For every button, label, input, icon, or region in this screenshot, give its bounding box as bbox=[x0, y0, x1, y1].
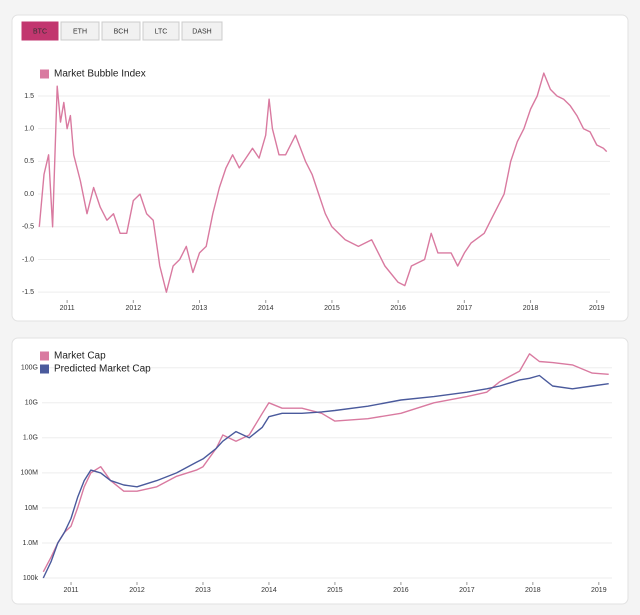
x-tick-label: 2017 bbox=[459, 587, 475, 594]
y-tick-label: 10G bbox=[25, 400, 38, 407]
legend-swatch bbox=[40, 364, 49, 374]
tab[interactable] bbox=[142, 21, 180, 41]
x-tick-label: 2011 bbox=[63, 587, 78, 594]
tab[interactable] bbox=[101, 21, 141, 41]
tab-label[interactable]: BTC bbox=[33, 28, 47, 35]
line-series bbox=[42, 374, 609, 579]
y-tick-label: -1.5 bbox=[22, 289, 34, 296]
legend-label: Market Cap bbox=[54, 351, 106, 362]
x-tick-label: 2015 bbox=[327, 587, 343, 594]
legend-label: Predicted Market Cap bbox=[54, 364, 151, 375]
x-tick-label: 2015 bbox=[324, 305, 340, 312]
x-tick-label: 2016 bbox=[393, 587, 409, 594]
tab-label[interactable]: ETH bbox=[73, 28, 87, 35]
tab-label[interactable]: LTC bbox=[155, 28, 168, 35]
tab[interactable] bbox=[181, 21, 223, 41]
x-tick-label: 2019 bbox=[589, 305, 605, 312]
y-tick-label: 0.0 bbox=[24, 191, 34, 198]
legend-swatch bbox=[40, 69, 49, 79]
card bbox=[11, 14, 629, 322]
y-tick-label: 1.0G bbox=[23, 435, 38, 442]
x-tick-label: 2012 bbox=[129, 587, 145, 594]
x-tick-label: 2014 bbox=[258, 305, 274, 312]
tab[interactable] bbox=[60, 21, 100, 41]
legend-swatch bbox=[40, 351, 49, 361]
y-tick-label: 100k bbox=[23, 575, 39, 582]
card bbox=[11, 337, 629, 605]
x-tick-label: 2013 bbox=[192, 305, 208, 312]
y-tick-label: 1.0 bbox=[24, 126, 34, 133]
y-tick-label: 0.5 bbox=[24, 158, 34, 165]
line-series bbox=[42, 353, 609, 573]
y-tick-label: -1.0 bbox=[22, 256, 34, 263]
y-tick-label: -0.5 bbox=[22, 224, 34, 231]
line-series bbox=[38, 72, 608, 293]
legend-label: Market Bubble Index bbox=[54, 69, 146, 80]
y-tick-label: 10M bbox=[24, 505, 38, 512]
x-tick-label: 2011 bbox=[60, 305, 75, 312]
x-tick-label: 2018 bbox=[523, 305, 539, 312]
x-tick-label: 2016 bbox=[390, 305, 406, 312]
tab-label[interactable]: DASH bbox=[192, 28, 211, 35]
x-tick-label: 2012 bbox=[126, 305, 142, 312]
x-tick-label: 2017 bbox=[457, 305, 473, 312]
y-tick-label: 1.0M bbox=[22, 540, 38, 547]
y-tick-label: 1.5 bbox=[24, 93, 34, 100]
y-tick-label: 100G bbox=[21, 365, 38, 372]
x-tick-label: 2013 bbox=[195, 587, 211, 594]
x-tick-label: 2014 bbox=[261, 587, 277, 594]
y-tick-label: 100M bbox=[20, 470, 38, 477]
tab-label[interactable]: BCH bbox=[114, 28, 129, 35]
tab[interactable] bbox=[21, 21, 59, 41]
x-tick-label: 2019 bbox=[591, 587, 607, 594]
x-tick-label: 2018 bbox=[525, 587, 541, 594]
